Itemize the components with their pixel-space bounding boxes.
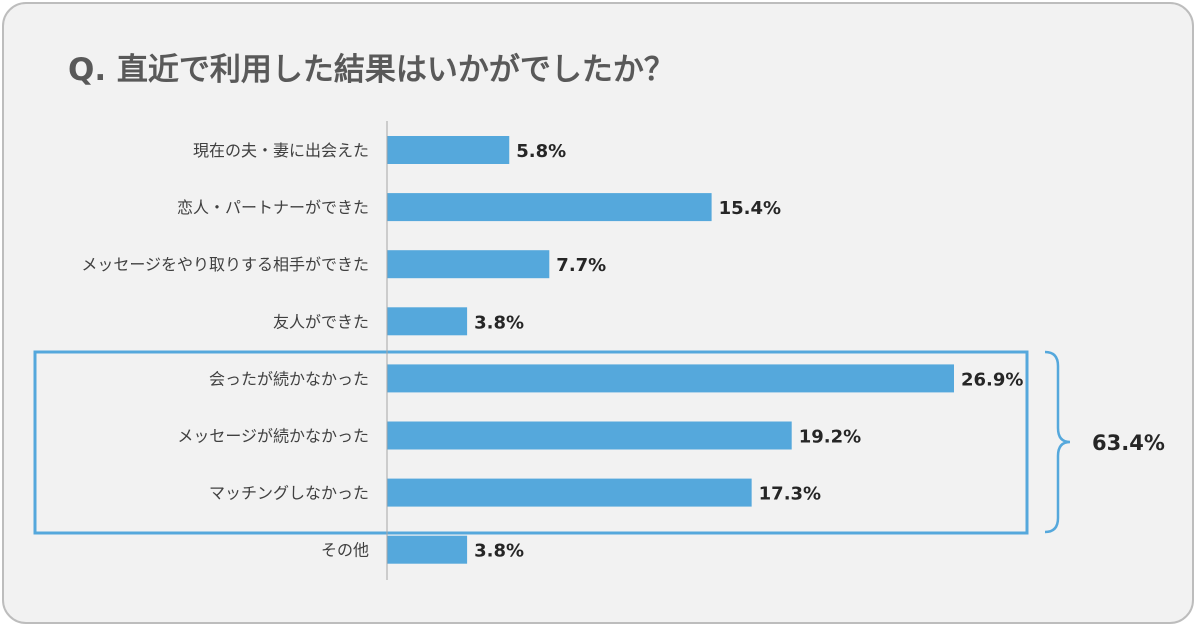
bar [387,364,954,393]
chart-title: Q. 直近で利用した結果はいかがでしたか？ [68,52,675,88]
highlight-brace [1044,350,1071,534]
category-label: その他 [321,541,369,560]
value-label: 3.8% [474,312,524,333]
value-label: 15.4% [719,198,781,219]
value-label: 17.3% [759,484,821,505]
value-label: 7.7% [556,255,606,276]
bar [387,136,510,164]
category-label: メッセージが続かなかった [177,427,369,446]
bars-group: 現在の夫・妻に出会えた 5.8% 恋人・パートナーができた 15.4% メッセージをやり… [81,136,1023,564]
category-label: メッセージをやり取りする相手ができた [81,255,369,274]
bar [387,193,712,222]
category-label: 友人ができた [273,312,369,331]
value-label: 5.8% [516,141,566,162]
bar [387,250,550,279]
bar [387,307,468,336]
bar [387,421,792,450]
value-label: 19.2% [799,427,861,448]
category-label: マッチングしなかった [209,484,369,503]
bar [387,478,752,507]
value-label: 3.8% [474,541,524,562]
category-label: 会ったが続かなかった [209,369,369,388]
bar [387,535,468,564]
highlight-box [33,350,1029,535]
category-label: 現在の夫・妻に出会えた [193,141,369,160]
value-label: 26.9% [961,369,1023,390]
highlight-total-label: 63.4% [1092,431,1165,455]
category-label: 恋人・パートナーができた [177,198,369,217]
